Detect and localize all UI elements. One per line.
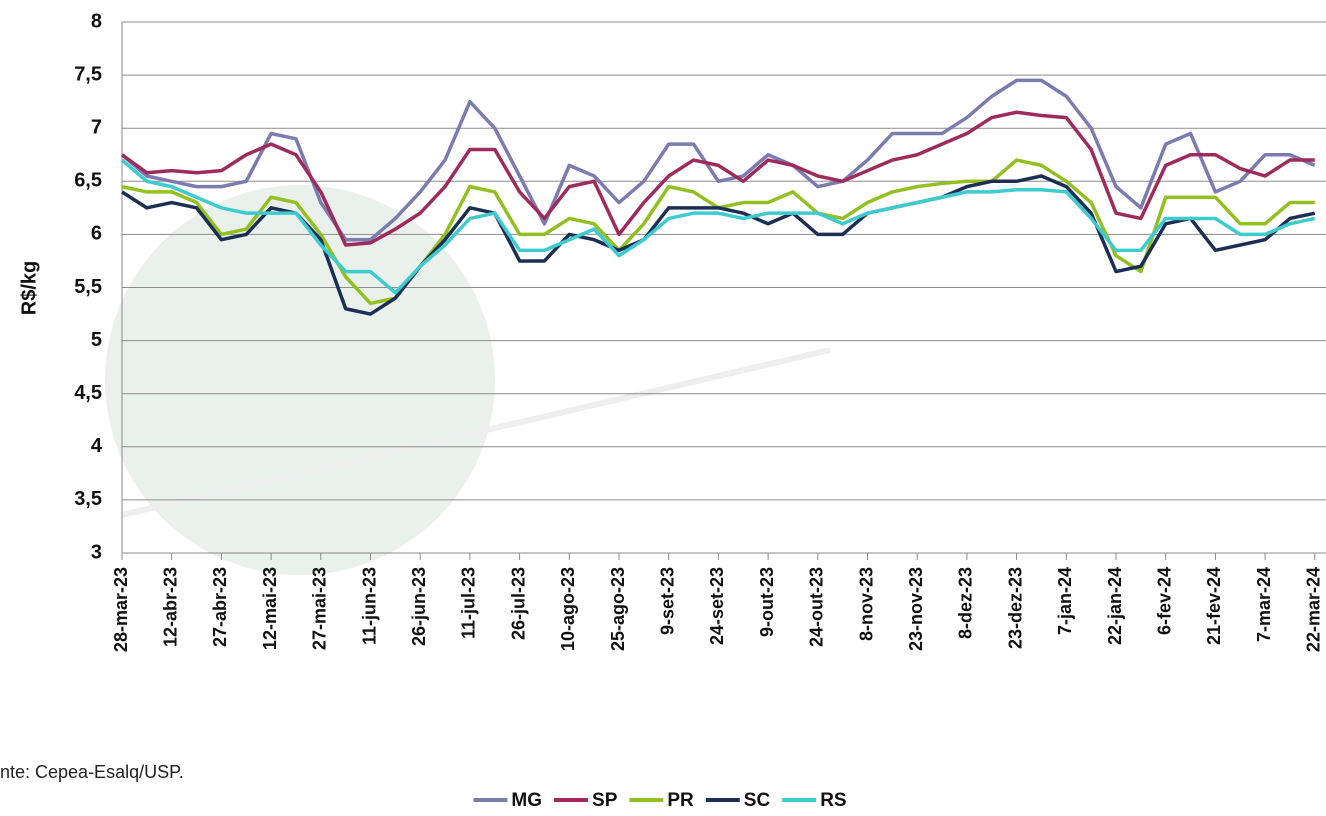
x-tick-label: 23-dez-23 (1005, 567, 1025, 649)
y-tick-label: 8 (91, 10, 102, 32)
legend-label: SP (592, 790, 618, 811)
data-line (120, 78, 1316, 242)
x-tick-label: 8-dez-23 (956, 567, 976, 639)
x-tick-label: 26-jun-23 (409, 567, 429, 646)
y-tick-label: 3,5 (74, 488, 102, 510)
x-tick-label: 22-mar-24 (1304, 567, 1324, 652)
x-tick-label: 23-nov-23 (906, 567, 926, 651)
data-line (121, 174, 1316, 316)
x-tick-label: 9-set-23 (657, 567, 677, 635)
y-tick-label: 3 (91, 541, 102, 563)
source-note: nte: Cepea-Esalq/USP. (0, 762, 184, 782)
legend-label: PR (667, 790, 694, 811)
x-tick-label: 24-out-23 (807, 567, 827, 647)
legend-label: SC (744, 790, 771, 811)
x-tick-label: 12-mai-23 (260, 567, 280, 650)
x-tick-label: 8-nov-23 (856, 567, 876, 641)
y-tick-label: 7 (91, 116, 102, 138)
x-tick-label: 10-ago-23 (558, 567, 578, 651)
data-line (120, 110, 1315, 247)
background-decoration (105, 185, 495, 575)
x-tick-label: 9-out-23 (757, 567, 777, 637)
x-tick-label: 28-mar-23 (111, 567, 131, 652)
background-decoration (121, 347, 831, 518)
x-tick-label: 22-jan-24 (1105, 567, 1125, 645)
x-tick-label: 7-jan-24 (1055, 567, 1075, 635)
x-tick-label: 27-mai-23 (310, 567, 330, 650)
x-tick-label: 6-fev-24 (1154, 567, 1174, 635)
x-tick-label: 7-mar-24 (1254, 567, 1274, 642)
y-tick-label: 4,5 (74, 382, 102, 404)
x-tick-label: 21-fev-24 (1204, 567, 1224, 645)
y-tick-label: 6 (91, 223, 102, 245)
x-tick-label: 25-ago-23 (608, 567, 628, 651)
y-tick-label: 5,5 (74, 276, 102, 298)
x-tick-label: 11-jul-23 (459, 567, 479, 639)
legend-label: RS (820, 790, 846, 811)
x-tick-label: 26-jul-23 (508, 567, 528, 640)
x-tick-label: 27-abr-23 (210, 567, 230, 647)
data-line (120, 158, 1316, 295)
legend-label: MG (511, 790, 542, 811)
x-tick-label: 12-abr-23 (160, 567, 180, 647)
y-tick-label: 4 (91, 435, 103, 457)
y-tick-label: 5 (91, 329, 102, 351)
y-axis-label: R$/kg (18, 261, 40, 315)
y-tick-label: 7,5 (74, 63, 102, 85)
x-tick-label: 24-set-23 (707, 567, 727, 645)
x-tick-label: 11-jun-23 (359, 567, 379, 645)
y-tick-label: 6,5 (74, 170, 102, 192)
